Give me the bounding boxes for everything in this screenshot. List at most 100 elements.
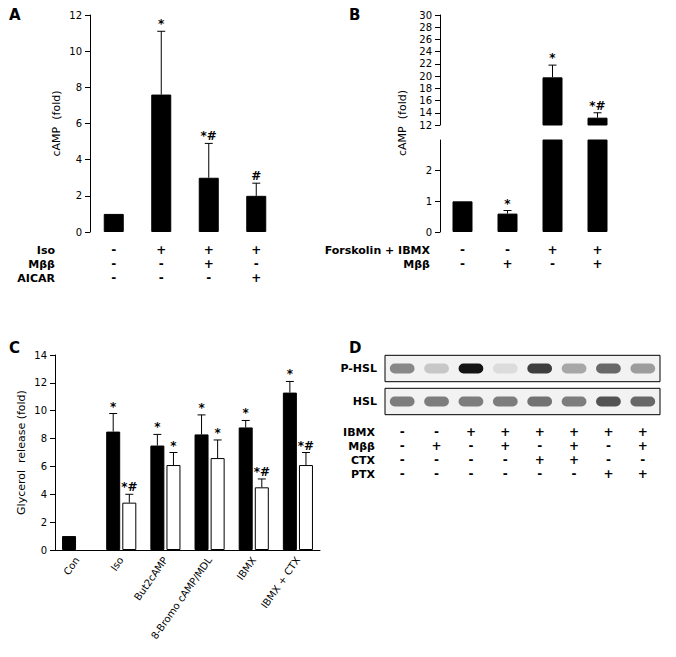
- svg-text:-: -: [111, 257, 116, 271]
- svg-text:+: +: [500, 425, 510, 439]
- svg-text:A: A: [9, 6, 21, 24]
- svg-text:+: +: [592, 257, 602, 271]
- svg-text:-: -: [159, 257, 164, 271]
- svg-text:*: *: [198, 401, 205, 415]
- svg-text:-: -: [468, 453, 473, 467]
- svg-text:10: 10: [34, 405, 47, 416]
- svg-text:B: B: [349, 6, 360, 24]
- svg-text:-: -: [460, 243, 465, 257]
- svg-text:-: -: [572, 467, 577, 481]
- svg-text:*: *: [549, 51, 556, 65]
- svg-text:C: C: [9, 339, 20, 357]
- svg-text:-: -: [111, 271, 116, 285]
- svg-text:+: +: [603, 425, 613, 439]
- svg-text:-: -: [206, 271, 211, 285]
- svg-text:-: -: [400, 425, 405, 439]
- svg-text:-: -: [606, 453, 611, 467]
- svg-text:cAMP (fold): cAMP (fold): [50, 91, 63, 157]
- svg-text:+: +: [569, 453, 579, 467]
- svg-text:12: 12: [34, 377, 47, 388]
- svg-text:*: *: [287, 367, 294, 381]
- svg-text:Iso: Iso: [109, 555, 126, 573]
- svg-text:-: -: [503, 467, 508, 481]
- svg-text:+: +: [204, 243, 214, 257]
- svg-text:+: +: [638, 439, 648, 453]
- svg-text:+: +: [502, 257, 512, 271]
- svg-text:Mββ: Mββ: [28, 258, 55, 271]
- svg-text:Glycerol release (fold): Glycerol release (fold): [15, 390, 28, 515]
- svg-text:IBMX: IBMX: [235, 555, 259, 582]
- svg-text:+: +: [638, 425, 648, 439]
- svg-text:-: -: [434, 425, 439, 439]
- svg-text:-: -: [159, 271, 164, 285]
- svg-text:IBMX: IBMX: [343, 426, 375, 439]
- svg-text:4: 4: [41, 489, 47, 500]
- svg-text:-: -: [460, 257, 465, 271]
- svg-text:+: +: [432, 439, 442, 453]
- svg-text:*: *: [158, 17, 165, 31]
- svg-text:-: -: [254, 257, 259, 271]
- svg-text:4: 4: [76, 154, 82, 165]
- svg-text:-: -: [468, 439, 473, 453]
- svg-text:14: 14: [419, 107, 432, 118]
- svg-text:Forskolin + IBMX: Forskolin + IBMX: [325, 244, 431, 257]
- svg-text:*: *: [154, 420, 161, 434]
- svg-text:*#: *#: [201, 129, 217, 143]
- svg-text:24: 24: [419, 46, 432, 57]
- svg-text:+: +: [535, 425, 545, 439]
- svg-text:8-Bromo cAMP/MDL: 8-Bromo cAMP/MDL: [149, 554, 214, 641]
- svg-text:But2cAMP: But2cAMP: [132, 555, 170, 603]
- svg-text:PTX: PTX: [351, 468, 376, 481]
- svg-text:-: -: [550, 257, 555, 271]
- svg-text:30: 30: [419, 10, 432, 21]
- svg-text:10: 10: [69, 46, 82, 57]
- svg-text:+: +: [466, 425, 476, 439]
- svg-text:-: -: [400, 439, 405, 453]
- svg-text:+: +: [204, 257, 214, 271]
- svg-text:0: 0: [76, 227, 82, 238]
- svg-text:-: -: [537, 439, 542, 453]
- svg-text:D: D: [349, 339, 361, 357]
- svg-text:-: -: [505, 243, 510, 257]
- svg-text:28: 28: [419, 22, 432, 33]
- svg-text:CTX: CTX: [351, 454, 376, 467]
- svg-text:*#: *#: [121, 480, 137, 494]
- svg-text:AICAR: AICAR: [17, 272, 55, 285]
- svg-text:*#: *#: [298, 439, 314, 453]
- svg-text:2: 2: [76, 190, 82, 201]
- svg-text:*: *: [170, 439, 177, 453]
- svg-text:-: -: [434, 467, 439, 481]
- svg-text:+: +: [500, 439, 510, 453]
- svg-text:1: 1: [426, 196, 432, 207]
- svg-text:P-HSL: P-HSL: [340, 362, 377, 375]
- svg-text:Mββ: Mββ: [348, 440, 375, 453]
- svg-text:+: +: [156, 243, 166, 257]
- svg-text:12: 12: [69, 10, 82, 21]
- svg-text:*: *: [243, 406, 250, 420]
- svg-text:+: +: [603, 467, 613, 481]
- svg-text:-: -: [503, 453, 508, 467]
- svg-text:+: +: [547, 243, 557, 257]
- svg-text:14: 14: [34, 350, 47, 361]
- svg-text:+: +: [569, 439, 579, 453]
- svg-text:*#: *#: [254, 465, 270, 479]
- svg-text:6: 6: [41, 461, 47, 472]
- svg-text:*#: *#: [589, 99, 605, 113]
- svg-text:-: -: [434, 453, 439, 467]
- svg-text:2: 2: [41, 517, 47, 528]
- svg-text:#: #: [251, 169, 261, 183]
- svg-text:20: 20: [419, 71, 432, 82]
- svg-text:Mββ: Mββ: [403, 258, 430, 271]
- svg-text:0: 0: [41, 545, 47, 556]
- svg-text:16: 16: [419, 95, 432, 106]
- svg-text:+: +: [569, 425, 579, 439]
- svg-text:18: 18: [419, 83, 432, 94]
- svg-text:+: +: [251, 243, 261, 257]
- svg-text:IBMX + CTX: IBMX + CTX: [259, 555, 303, 611]
- svg-text:12: 12: [419, 120, 432, 131]
- svg-text:6: 6: [76, 118, 82, 129]
- svg-text:-: -: [400, 453, 405, 467]
- svg-text:-: -: [537, 467, 542, 481]
- svg-text:+: +: [251, 271, 261, 285]
- svg-text:2: 2: [426, 165, 432, 176]
